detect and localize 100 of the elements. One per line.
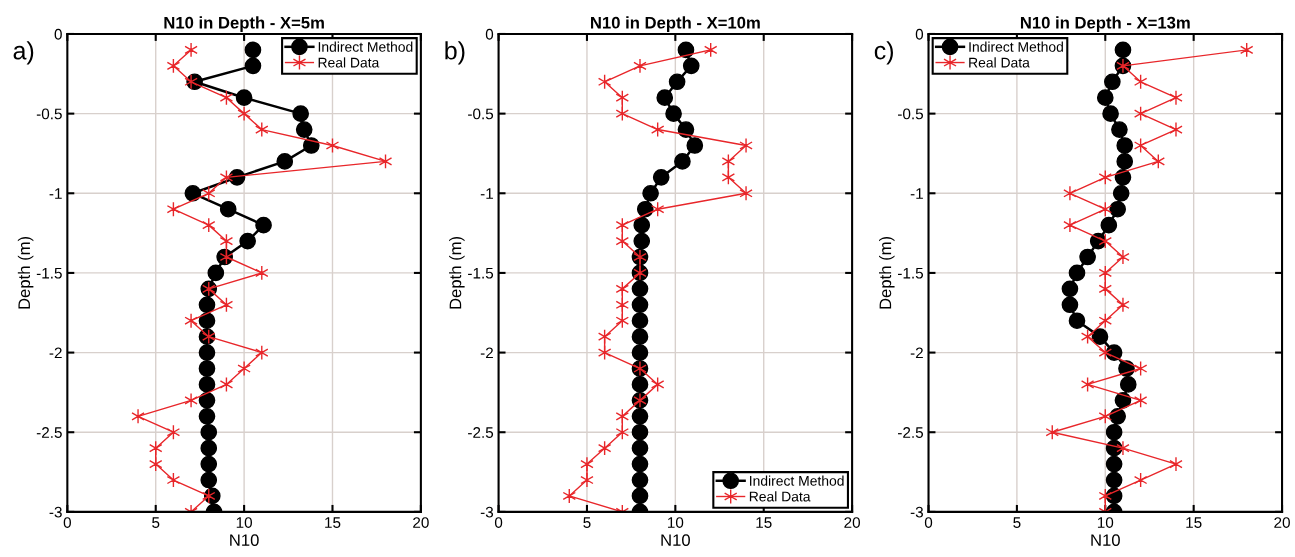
point <box>219 200 237 218</box>
point <box>633 216 651 234</box>
point <box>739 137 753 154</box>
point <box>198 407 216 425</box>
point <box>292 105 310 122</box>
point <box>237 360 251 377</box>
x-tick-label: 15 <box>325 517 341 528</box>
x-tick-label: 20 <box>844 517 861 528</box>
point <box>295 121 313 138</box>
point <box>1061 280 1079 298</box>
point <box>631 439 649 457</box>
y-tick-label: 0 <box>915 28 924 40</box>
point <box>198 360 216 377</box>
point <box>239 232 256 250</box>
y-tick-label: -2 <box>910 347 923 359</box>
point <box>200 471 218 489</box>
point <box>633 232 651 250</box>
x-tick-label: 20 <box>1274 517 1290 528</box>
legend-label: Indirect Method <box>969 41 1063 52</box>
legend-label: Real Data <box>318 57 380 68</box>
y-tick-label: -2 <box>49 347 62 359</box>
point <box>1112 184 1130 202</box>
y-tick-label: -1.5 <box>36 267 62 279</box>
text: c) <box>874 41 893 65</box>
point <box>674 153 691 170</box>
x-axis-title: N10 <box>1091 534 1120 547</box>
point <box>656 89 674 107</box>
point <box>1105 455 1123 473</box>
point <box>1109 200 1126 218</box>
chart-title: N10 in Depth - X=13m <box>1020 16 1190 32</box>
point <box>642 184 659 202</box>
point <box>682 57 700 75</box>
point <box>631 312 649 330</box>
point <box>198 312 216 330</box>
point <box>184 392 198 409</box>
point <box>1105 471 1123 489</box>
y-tick-label: -2 <box>480 347 493 359</box>
point <box>631 344 649 361</box>
y-tick-label: -2.5 <box>898 427 924 438</box>
point <box>198 296 216 314</box>
point <box>198 392 216 409</box>
point <box>200 423 218 441</box>
x-tick-label: 15 <box>1186 517 1202 528</box>
point <box>184 42 198 58</box>
point <box>677 121 695 138</box>
y-tick-label: -1 <box>480 188 493 199</box>
point <box>580 472 594 488</box>
point <box>677 41 695 59</box>
point <box>244 57 262 75</box>
x-axis-title: N10 <box>230 534 259 547</box>
y-tick-label: -3 <box>910 506 923 518</box>
x-tick-label: 10 <box>236 517 253 528</box>
point <box>1068 264 1086 282</box>
point <box>1079 248 1096 266</box>
point <box>184 184 202 202</box>
point <box>1063 185 1077 201</box>
y-axis-title: Depth (m) <box>449 236 465 309</box>
legend-label: Real Data <box>749 491 811 502</box>
y-tick-label: -3 <box>49 506 62 518</box>
x-tick-label: 10 <box>668 517 684 528</box>
point <box>235 89 253 107</box>
point <box>633 58 647 74</box>
point <box>631 296 649 314</box>
point <box>255 216 272 234</box>
legend-label: Real Data <box>969 57 1030 68</box>
y-tick-label: -3 <box>480 506 494 518</box>
point <box>1068 312 1086 330</box>
point <box>631 487 649 505</box>
point <box>631 471 649 489</box>
point <box>1116 153 1134 170</box>
point <box>1119 376 1137 393</box>
point <box>1116 249 1130 265</box>
y-axis-title: Depth (m) <box>17 236 34 309</box>
point <box>198 344 216 361</box>
x-tick-label: 5 <box>152 517 160 528</box>
point <box>1102 105 1119 122</box>
x-axis-title: N10 <box>661 534 690 547</box>
point <box>1116 137 1134 154</box>
point <box>631 280 649 298</box>
point <box>739 185 753 201</box>
point <box>1169 456 1183 472</box>
point <box>1096 89 1114 107</box>
point <box>668 73 686 91</box>
legend-label: Indirect Method <box>318 41 413 52</box>
chart-title: N10 in Depth - X=10m <box>591 16 760 32</box>
legend-label: Indirect Method <box>750 475 844 486</box>
point <box>1091 328 1109 345</box>
text: b) <box>445 41 465 65</box>
point <box>1111 121 1128 138</box>
point <box>184 313 198 329</box>
chart-title: N10 in Depth - X=5m <box>164 16 324 32</box>
point <box>1114 41 1132 59</box>
y-tick-label: -1.5 <box>898 267 924 279</box>
y-tick-label: 0 <box>485 28 494 40</box>
y-tick-label: -2.5 <box>36 427 62 438</box>
point <box>631 328 649 345</box>
x-tick-label: 0 <box>494 517 503 528</box>
x-tick-label: 0 <box>924 517 933 528</box>
point <box>631 455 649 473</box>
point <box>1063 217 1077 233</box>
